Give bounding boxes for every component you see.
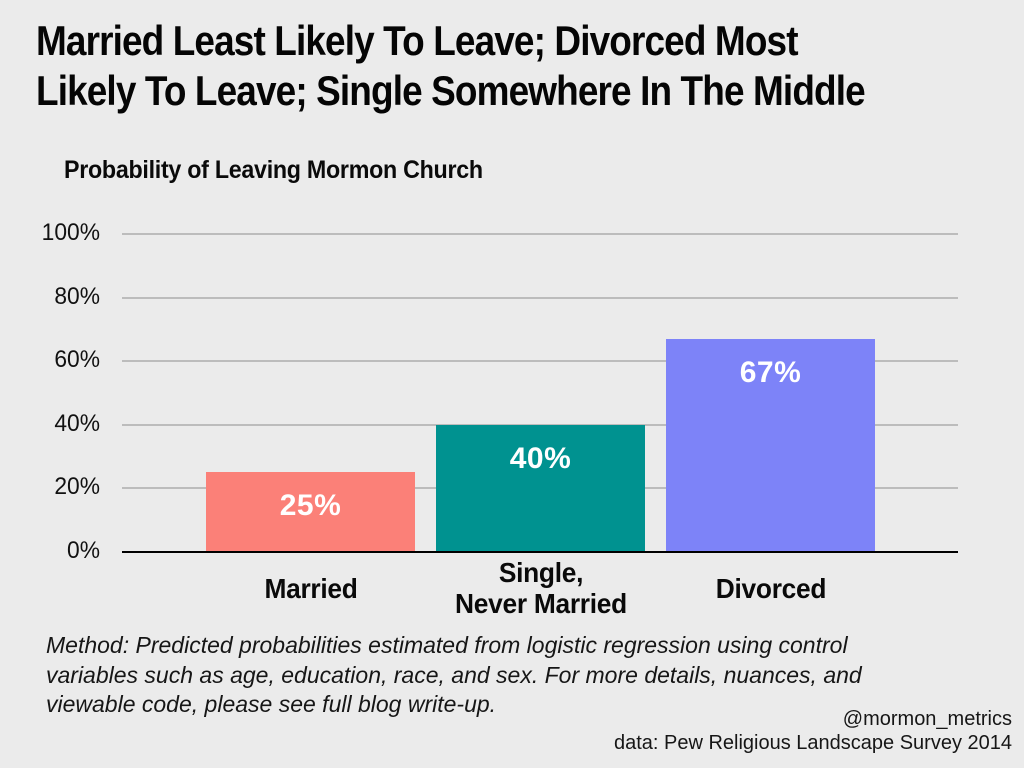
bar-value-label-2: 67% — [739, 356, 802, 389]
bar-value-label-0: 25% — [279, 489, 342, 522]
method-footnote-line2: variables such as age, education, race, … — [46, 661, 862, 688]
method-footnote-line1: Method: Predicted probabilities estimate… — [46, 632, 848, 658]
attribution-source: data: Pew Religious Landscape Survey 201… — [613, 732, 1012, 754]
bar-value-label-1: 40% — [509, 442, 572, 475]
chart-title-line1: Married Least Likely To Leave; Divorced … — [36, 17, 799, 64]
y-tick-label-0: 0% — [67, 537, 100, 564]
y-tick-label-100: 100% — [41, 219, 100, 246]
y-tick-label-20: 20% — [54, 473, 100, 501]
chart-title-line2: Likely To Leave; Single Somewhere In The… — [36, 67, 866, 114]
attribution: @mormon_metrics data: Pew Religious Land… — [614, 707, 1012, 755]
bar-1: 40% — [436, 425, 645, 552]
method-footnote: Method: Predicted probabilities estimate… — [46, 631, 862, 720]
x-axis-line — [122, 551, 958, 553]
y-tick-label-80: 80% — [54, 282, 100, 310]
y-tick-label-40: 40% — [54, 409, 100, 437]
y-tick-label-60: 60% — [54, 346, 100, 374]
method-footnote-line3: viewable code, please see full blog writ… — [46, 691, 497, 717]
plot-area: 25% 40% 67% — [122, 233, 958, 553]
gridline-60% — [122, 360, 958, 363]
gridline-100% — [122, 233, 958, 235]
gridline-80% — [122, 296, 958, 299]
bar-2: 67% — [666, 339, 875, 552]
bar-0: 25% — [206, 472, 415, 552]
x-category-label-2: Divorced — [715, 572, 826, 604]
x-category-label-0: Married — [263, 572, 358, 604]
gridline-40% — [122, 423, 958, 426]
x-category-label-1: Single, Never Married — [454, 557, 627, 619]
chart-title: Married Least Likely To Leave; Divorced … — [36, 16, 866, 116]
attribution-handle: @mormon_metrics — [842, 708, 1012, 730]
chart-subtitle: Probability of Leaving Mormon Church — [64, 156, 483, 184]
